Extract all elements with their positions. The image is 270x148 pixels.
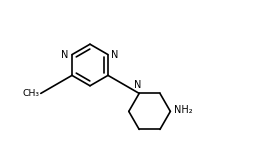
Text: CH₃: CH₃ [22,89,39,98]
Text: N: N [111,50,119,60]
Text: NH₂: NH₂ [174,105,192,115]
Text: N: N [134,80,141,90]
Text: N: N [61,50,69,60]
